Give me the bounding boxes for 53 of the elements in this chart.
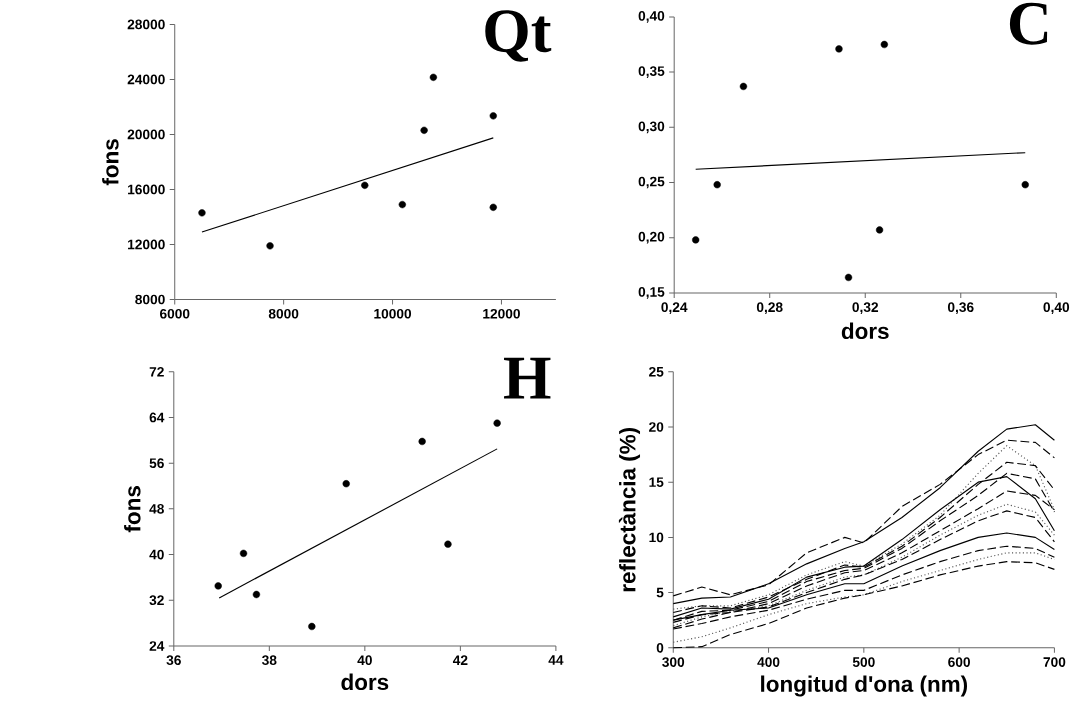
x-tick-label: 0,28 bbox=[756, 302, 783, 314]
y-axis-title: fons bbox=[124, 485, 141, 532]
y-axis-title: fons bbox=[102, 139, 119, 186]
x-tick-label: 0,24 bbox=[661, 302, 688, 314]
y-tick-label: 5 bbox=[656, 587, 664, 598]
y-tick-label: 12000 bbox=[128, 239, 165, 250]
x-tick-label: 44 bbox=[548, 655, 564, 665]
y-tick-label: 0,40 bbox=[638, 10, 665, 23]
y-tick-label: 10 bbox=[649, 532, 664, 543]
y-tick-label: 28000 bbox=[127, 19, 165, 30]
y-tick-label: 20000 bbox=[127, 129, 165, 140]
y-tick-label: 0,35 bbox=[638, 66, 665, 78]
y-tick-label: 20 bbox=[649, 421, 664, 432]
y-tick-label: 32 bbox=[149, 595, 164, 605]
x-tick-label: 40 bbox=[357, 655, 372, 665]
x-tick-label: 0,32 bbox=[852, 302, 879, 314]
x-axis-title: longitud d'ona (nm) bbox=[761, 675, 968, 697]
y-tick-label: 25 bbox=[649, 366, 664, 377]
x-tick-label: 400 bbox=[757, 657, 780, 667]
y-tick-label: 0 bbox=[656, 642, 664, 653]
y-tick-label: 0,15 bbox=[638, 286, 665, 299]
y-tick-label: 0,25 bbox=[638, 176, 665, 189]
y-tick-label: 15 bbox=[649, 477, 664, 487]
y-tick-label: 16000 bbox=[128, 184, 165, 195]
y-tick-label: 40 bbox=[149, 549, 164, 560]
x-tick-label: 300 bbox=[662, 657, 685, 667]
x-tick-label: 0,36 bbox=[947, 302, 974, 314]
x-tick-label: 6000 bbox=[159, 308, 190, 319]
chart-title: C bbox=[1009, 2, 1048, 45]
y-tick-label: 8000 bbox=[135, 294, 165, 305]
y-tick-label: 72 bbox=[149, 366, 164, 377]
x-tick-label: 600 bbox=[948, 657, 970, 667]
y-tick-label: 24000 bbox=[127, 74, 165, 85]
x-tick-label: 36 bbox=[166, 655, 181, 665]
x-axis-title: dors bbox=[341, 673, 389, 690]
x-tick-label: 42 bbox=[452, 655, 468, 665]
x-tick-label: 38 bbox=[262, 655, 277, 665]
y-tick-label: 48 bbox=[149, 503, 164, 514]
x-tick-label: 12000 bbox=[483, 308, 520, 319]
x-tick-label: 8000 bbox=[268, 308, 299, 319]
x-tick-label: 0,40 bbox=[1043, 302, 1070, 314]
y-tick-label: 0,20 bbox=[638, 231, 665, 244]
x-tick-label: 500 bbox=[852, 657, 875, 667]
y-tick-label: 56 bbox=[149, 458, 164, 468]
y-tick-label: 24 bbox=[149, 640, 165, 651]
x-tick-label: 700 bbox=[1043, 657, 1066, 667]
x-axis-title: dors bbox=[841, 322, 889, 339]
x-tick-label: 10000 bbox=[374, 308, 412, 319]
chart-title: H bbox=[504, 357, 551, 399]
chart-title: Qt bbox=[485, 10, 552, 62]
y-tick-label: 64 bbox=[149, 412, 165, 423]
y-axis-title: reflectància (%) bbox=[618, 427, 641, 592]
y-tick-label: 0,30 bbox=[638, 121, 665, 133]
